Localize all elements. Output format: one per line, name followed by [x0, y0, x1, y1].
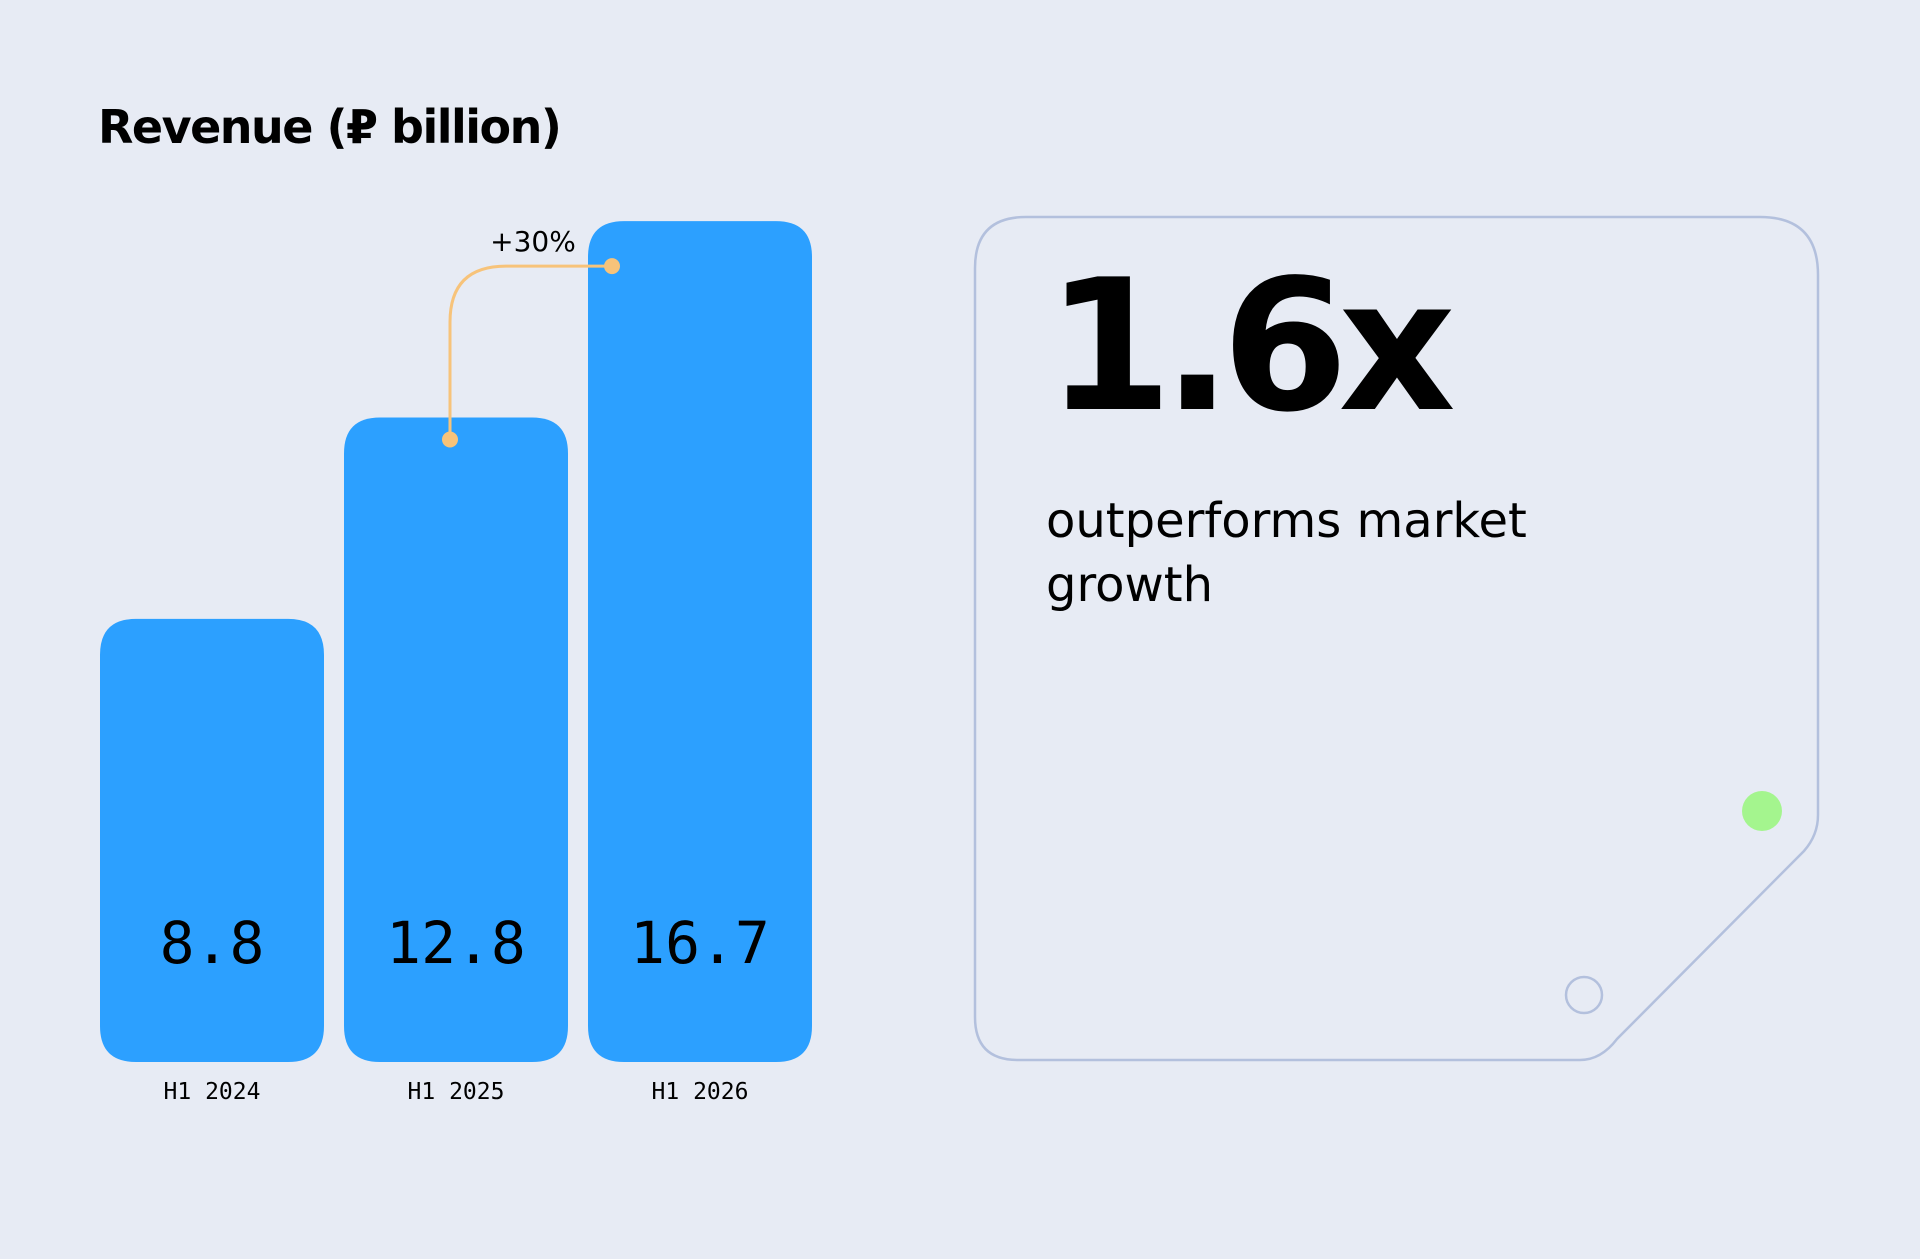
growth-multiplier: 1.6x: [1046, 240, 1456, 452]
growth-label: +30%: [490, 225, 576, 258]
growth-connector-end-dot: [604, 258, 620, 275]
bar-h1-2026: [588, 221, 812, 1062]
stat-card: [973, 215, 1820, 1062]
growth-connector-start-dot: [442, 431, 458, 448]
bar-value-label-h1-2026: 16.7: [630, 909, 770, 977]
bar-h1-2025: [344, 417, 568, 1062]
status-dot-hollow: [1564, 975, 1604, 1015]
bars-layer: 8.8 H1 2024 12.8 H1 2025 16.7 H1 2026: [100, 221, 812, 1105]
bar-value-label-h1-2024: 8.8: [160, 909, 265, 977]
x-tick-label-h1-2025: H1 2025: [408, 1079, 505, 1105]
growth-connector-line: [448, 264, 612, 440]
stat-card-text: 1.6x outperforms market growth: [1046, 255, 1686, 617]
growth-annotation: +30%: [442, 225, 620, 448]
x-tick-label-h1-2026: H1 2026: [652, 1079, 749, 1105]
status-dot-green: [1742, 791, 1782, 831]
growth-caption: outperforms market growth: [1046, 493, 1527, 613]
chart-title: Revenue (₽ billion): [98, 100, 562, 154]
bar-value-label-h1-2025: 12.8: [386, 909, 526, 977]
stat-card-outline: [973, 215, 1820, 1062]
x-tick-label-h1-2024: H1 2024: [164, 1079, 261, 1105]
bar-h1-2024: [100, 618, 324, 1062]
